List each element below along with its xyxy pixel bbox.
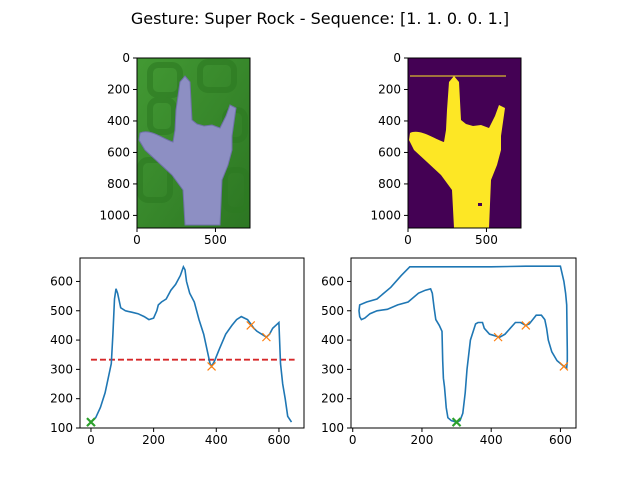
photo-ytick-label: 200	[107, 82, 130, 96]
contour-ytick-label: 500	[321, 304, 344, 318]
contour-series-line	[358, 265, 569, 423]
photo-xtick-label: 500	[204, 233, 227, 247]
dist-ytick-label: 200	[50, 392, 73, 406]
photo-ytick-label: 800	[107, 177, 130, 191]
contour-xtick-label: 600	[549, 433, 572, 447]
contour-start-marker	[451, 417, 462, 427]
dist-peak-marker	[246, 320, 256, 330]
mask-ytick-label: 1000	[370, 208, 401, 222]
dist-xtick-label: 600	[267, 433, 290, 447]
photo-ytick-label: 1000	[99, 208, 130, 222]
dist-plot-area	[86, 264, 295, 427]
dist-frame	[79, 257, 305, 429]
figure-title: Gesture: Super Rock - Sequence: [1. 1. 0…	[131, 9, 509, 28]
mask-ytick-label: 400	[378, 114, 401, 128]
contour-plot-area	[358, 265, 569, 427]
mask-ytick-label: 0	[393, 51, 401, 65]
dist-ytick-label: 500	[50, 304, 73, 318]
dist-xtick-label: 0	[87, 433, 95, 447]
photo-xtick-label: 0	[133, 233, 141, 247]
dist-ytick-label: 400	[50, 333, 73, 347]
dist-xtick-label: 200	[142, 433, 165, 447]
dist-ytick-label: 600	[50, 274, 73, 288]
contour-xtick-label: 400	[480, 433, 503, 447]
contour-ytick-label: 400	[321, 333, 344, 347]
mask-xtick-label: 0	[404, 233, 412, 247]
mask-ytick-label: 800	[378, 177, 401, 191]
contour-xtick-label: 200	[411, 433, 434, 447]
contour-peak-marker	[521, 320, 531, 330]
mask-xtick-label: 500	[475, 233, 498, 247]
dist-start-marker	[86, 417, 96, 427]
contour-path-chart: 0 200 400 600 100 200 300 400 500 600	[321, 257, 577, 447]
dist-ytick-label: 100	[50, 421, 73, 435]
contour-frame	[350, 257, 577, 429]
mask-axes: 0 500 0 200 400 600 800 1000	[370, 51, 497, 247]
dist-ytick-label: 300	[50, 362, 73, 376]
contour-xtick-label: 0	[349, 433, 357, 447]
dist-xtick-label: 400	[205, 433, 228, 447]
contour-ytick-label: 100	[321, 421, 344, 435]
photo-panel	[136, 57, 251, 229]
rgb-photo-image	[137, 58, 250, 228]
dist-peak-marker	[261, 332, 271, 342]
photo-ytick-label: 400	[107, 114, 130, 128]
mask-panel	[407, 57, 522, 229]
photo-ytick-label: 0	[122, 51, 130, 65]
photo-ytick-label: 600	[107, 145, 130, 159]
contour-ytick-label: 300	[321, 362, 344, 376]
contour-peak-marker	[493, 332, 503, 342]
contour-ytick-label: 600	[321, 274, 344, 288]
contour-distance-chart: 0 200 400 600 100 200 300 400 500 600	[50, 257, 305, 447]
photo-axes: 0 500 0 200 400 600 800 1000	[99, 51, 226, 247]
contour-ytick-label: 200	[321, 392, 344, 406]
mask-ytick-label: 600	[378, 145, 401, 159]
mask-ytick-label: 200	[378, 82, 401, 96]
dist-series-line	[90, 264, 293, 423]
contour-peak-marker	[559, 362, 569, 371]
binary-mask-image	[408, 58, 521, 228]
dist-peak-marker	[207, 362, 217, 371]
